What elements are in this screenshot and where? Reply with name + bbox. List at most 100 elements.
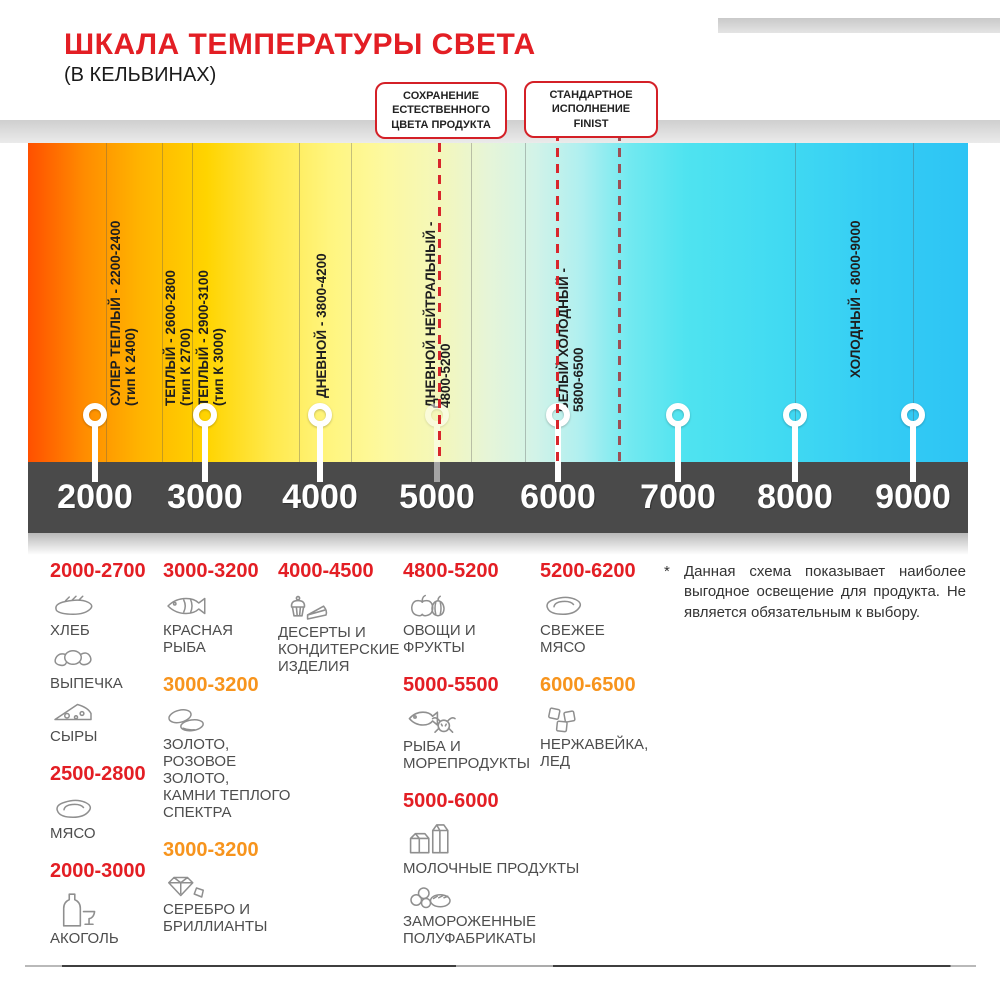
product-item: РЫБА И МОРЕПРОДУКТЫ (403, 705, 581, 772)
dessert-icon (278, 591, 334, 623)
kelvin-range: 4800-5200 (403, 560, 499, 582)
product-item: КРАСНАЯ РЫБА (163, 591, 303, 656)
cheese-icon (50, 697, 96, 727)
product-group: 2500-2800 МЯСО (50, 763, 158, 842)
zone-divider (471, 143, 472, 462)
frozen-food-icon (403, 882, 455, 912)
scale-pin-4000 (308, 403, 332, 483)
zone-divider (192, 143, 193, 462)
dairy-icon (403, 821, 453, 859)
kelvin-range: 5200-6200 (540, 560, 636, 582)
scale-tick-2000: 2000 (57, 478, 133, 516)
scale-pin-5000 (425, 403, 449, 483)
product-label: СЕРЕБРО И БРИЛЛИАНТЫ (163, 901, 268, 935)
scale-bar-shadow (28, 533, 968, 555)
product-column-3: 4000-4500 ДЕСЕРТЫ И КОНДИТЕРСКИЕ ИЗДЕЛИЯ (278, 560, 400, 680)
kelvin-range: 2000-2700 (50, 560, 146, 582)
zone-label-white-cold: БЕЛЫЙ ХОЛОДНЫЙ -5800-6500 (556, 268, 586, 412)
product-label: ДЕСЕРТЫ И КОНДИТЕРСКИЕ ИЗДЕЛИЯ (278, 624, 400, 675)
product-item: НЕРЖАВЕЙКА, ЛЕД (540, 705, 668, 770)
temperature-gradient (28, 143, 968, 462)
kelvin-range: 3000-3200 (163, 674, 259, 696)
kelvin-scale-bar (28, 462, 968, 533)
footnote-text: Данная схема показывает наиболее выгодно… (684, 563, 966, 621)
kelvin-range: 6000-6500 (540, 674, 636, 696)
zone-divider (795, 143, 796, 462)
diamond-icon (163, 870, 209, 900)
product-label: СЫРЫ (50, 728, 98, 745)
seafood-icon (403, 705, 459, 737)
product-item: СЫРЫ (50, 697, 158, 745)
product-label: КРАСНАЯ РЫБА (163, 622, 233, 656)
product-label: МОЛОЧНЫЕ ПРОДУКТЫ (403, 860, 580, 877)
croissant-icon (50, 644, 96, 674)
page-title: ШКАЛА ТЕМПЕРАТУРЫ СВЕТА (64, 28, 536, 61)
product-column-2: 3000-3200 КРАСНАЯ РЫБА 3000-3200 ЗОЛОТО,… (163, 560, 303, 940)
zone-divider (351, 143, 352, 462)
product-label: АКОГОЛЬ (50, 930, 119, 947)
scale-tick-8000: 8000 (757, 478, 833, 516)
product-label: ХЛЕБ (50, 622, 90, 639)
product-label: СВЕЖЕЕ МЯСО (540, 622, 605, 656)
product-item: МЯСО (50, 794, 158, 842)
product-label: МЯСО (50, 825, 96, 842)
product-group: 5000-6000 МОЛОЧНЫЕ ПРОДУКТЫ ЗАМОРОЖЕННЫЕ… (403, 790, 581, 947)
product-group: 6000-6500 НЕРЖАВЕЙКА, ЛЕД (540, 674, 668, 770)
kelvin-range: 5000-6000 (403, 790, 499, 812)
product-group: 4800-5200 ОВОЩИ И ФРУКТЫ (403, 560, 581, 656)
zone-divider (525, 143, 526, 462)
product-label: ОВОЩИ И ФРУКТЫ (403, 622, 476, 656)
callout-natural-color: СОХРАНЕНИЕ ЕСТЕСТВЕННОГО ЦВЕТА ПРОДУКТА (375, 82, 507, 139)
product-label: НЕРЖАВЕЙКА, ЛЕД (540, 736, 649, 770)
product-item: ДЕСЕРТЫ И КОНДИТЕРСКИЕ ИЗДЕЛИЯ (278, 591, 400, 675)
red-fish-icon (163, 591, 209, 621)
scale-pin-3000 (193, 403, 217, 483)
scale-pin-8000 (783, 403, 807, 483)
leader-line-finist-end (618, 132, 621, 462)
product-item: СВЕЖЕЕ МЯСО (540, 591, 668, 656)
scale-pin-7000 (666, 403, 690, 483)
product-column-5: 5200-6200 СВЕЖЕЕ МЯСО 6000-6500 НЕРЖАВЕЙ… (540, 560, 668, 775)
bread-icon (50, 591, 96, 621)
zone-divider (299, 143, 300, 462)
product-group: 4000-4500 ДЕСЕРТЫ И КОНДИТЕРСКИЕ ИЗДЕЛИЯ (278, 560, 400, 675)
product-group: 5000-5500 РЫБА И МОРЕПРОДУКТЫ (403, 674, 581, 772)
product-group: 2000-3000 АКОГОЛЬ (50, 860, 158, 947)
zone-label-cold: ХОЛОДНЫЙ - 8000-9000 (848, 220, 863, 378)
callout-finist-standard: СТАНДАРТНОЕ ИСПОЛНЕНИЕ FINIST (524, 81, 658, 138)
zone-label-super-warm: СУПЕР ТЕПЛЫЙ - 2200-2400 (тип К 2400) (108, 220, 138, 406)
zone-divider (106, 143, 107, 462)
product-item: ЗАМОРОЖЕННЫЕ ПОЛУФАБРИКАТЫ (403, 882, 581, 947)
vegetables-fruits-icon (403, 591, 449, 621)
zone-divider (913, 143, 914, 462)
scale-tick-6000: 6000 (520, 478, 596, 516)
scale-tick-5000: 5000 (399, 478, 475, 516)
zone-label-warm-2700: ТЕПЛЫЙ - 2600-2800 (тип К 2700) (163, 270, 193, 406)
gold-rings-icon (163, 705, 209, 735)
product-item: ХЛЕБ (50, 591, 158, 639)
leader-line-finist-start (556, 132, 559, 462)
bottom-divider-line (25, 965, 976, 967)
scale-tick-7000: 7000 (640, 478, 716, 516)
footnote: * Данная схема показывает наиболее выгод… (664, 562, 966, 623)
scale-tick-3000: 3000 (167, 478, 243, 516)
product-item: ЗОЛОТО, РОЗОВОЕ ЗОЛОТО, КАМНИ ТЕПЛОГО СП… (163, 705, 303, 821)
product-item: МОЛОЧНЫЕ ПРОДУКТЫ (403, 821, 581, 877)
scale-tick-4000: 4000 (282, 478, 358, 516)
kelvin-range: 5000-5500 (403, 674, 499, 696)
page-subtitle: (В КЕЛЬВИНАХ) (64, 64, 217, 86)
product-group: 5200-6200 СВЕЖЕЕ МЯСО (540, 560, 668, 656)
product-label: ЗОЛОТО, РОЗОВОЕ ЗОЛОТО, КАМНИ ТЕПЛОГО СП… (163, 736, 291, 821)
product-label: ВЫПЕЧКА (50, 675, 123, 692)
footnote-asterisk: * (664, 563, 670, 580)
product-item: СЕРЕБРО И БРИЛЛИАНТЫ (163, 870, 303, 935)
leader-line-natural-color (438, 127, 441, 462)
product-item: ОВОЩИ И ФРУКТЫ (403, 591, 581, 656)
zone-label-warm-3000: ТЕПЛЫЙ - 2900-3100 (тип К 3000) (196, 270, 226, 406)
product-column-4: 4800-5200 ОВОЩИ И ФРУКТЫ 5000-5500 РЫБА … (403, 560, 581, 952)
product-group: 3000-3200 СЕРЕБРО И БРИЛЛИАНТЫ (163, 839, 303, 935)
meat-icon (50, 794, 96, 824)
scale-tick-9000: 9000 (875, 478, 951, 516)
fresh-meat-icon (540, 591, 586, 621)
